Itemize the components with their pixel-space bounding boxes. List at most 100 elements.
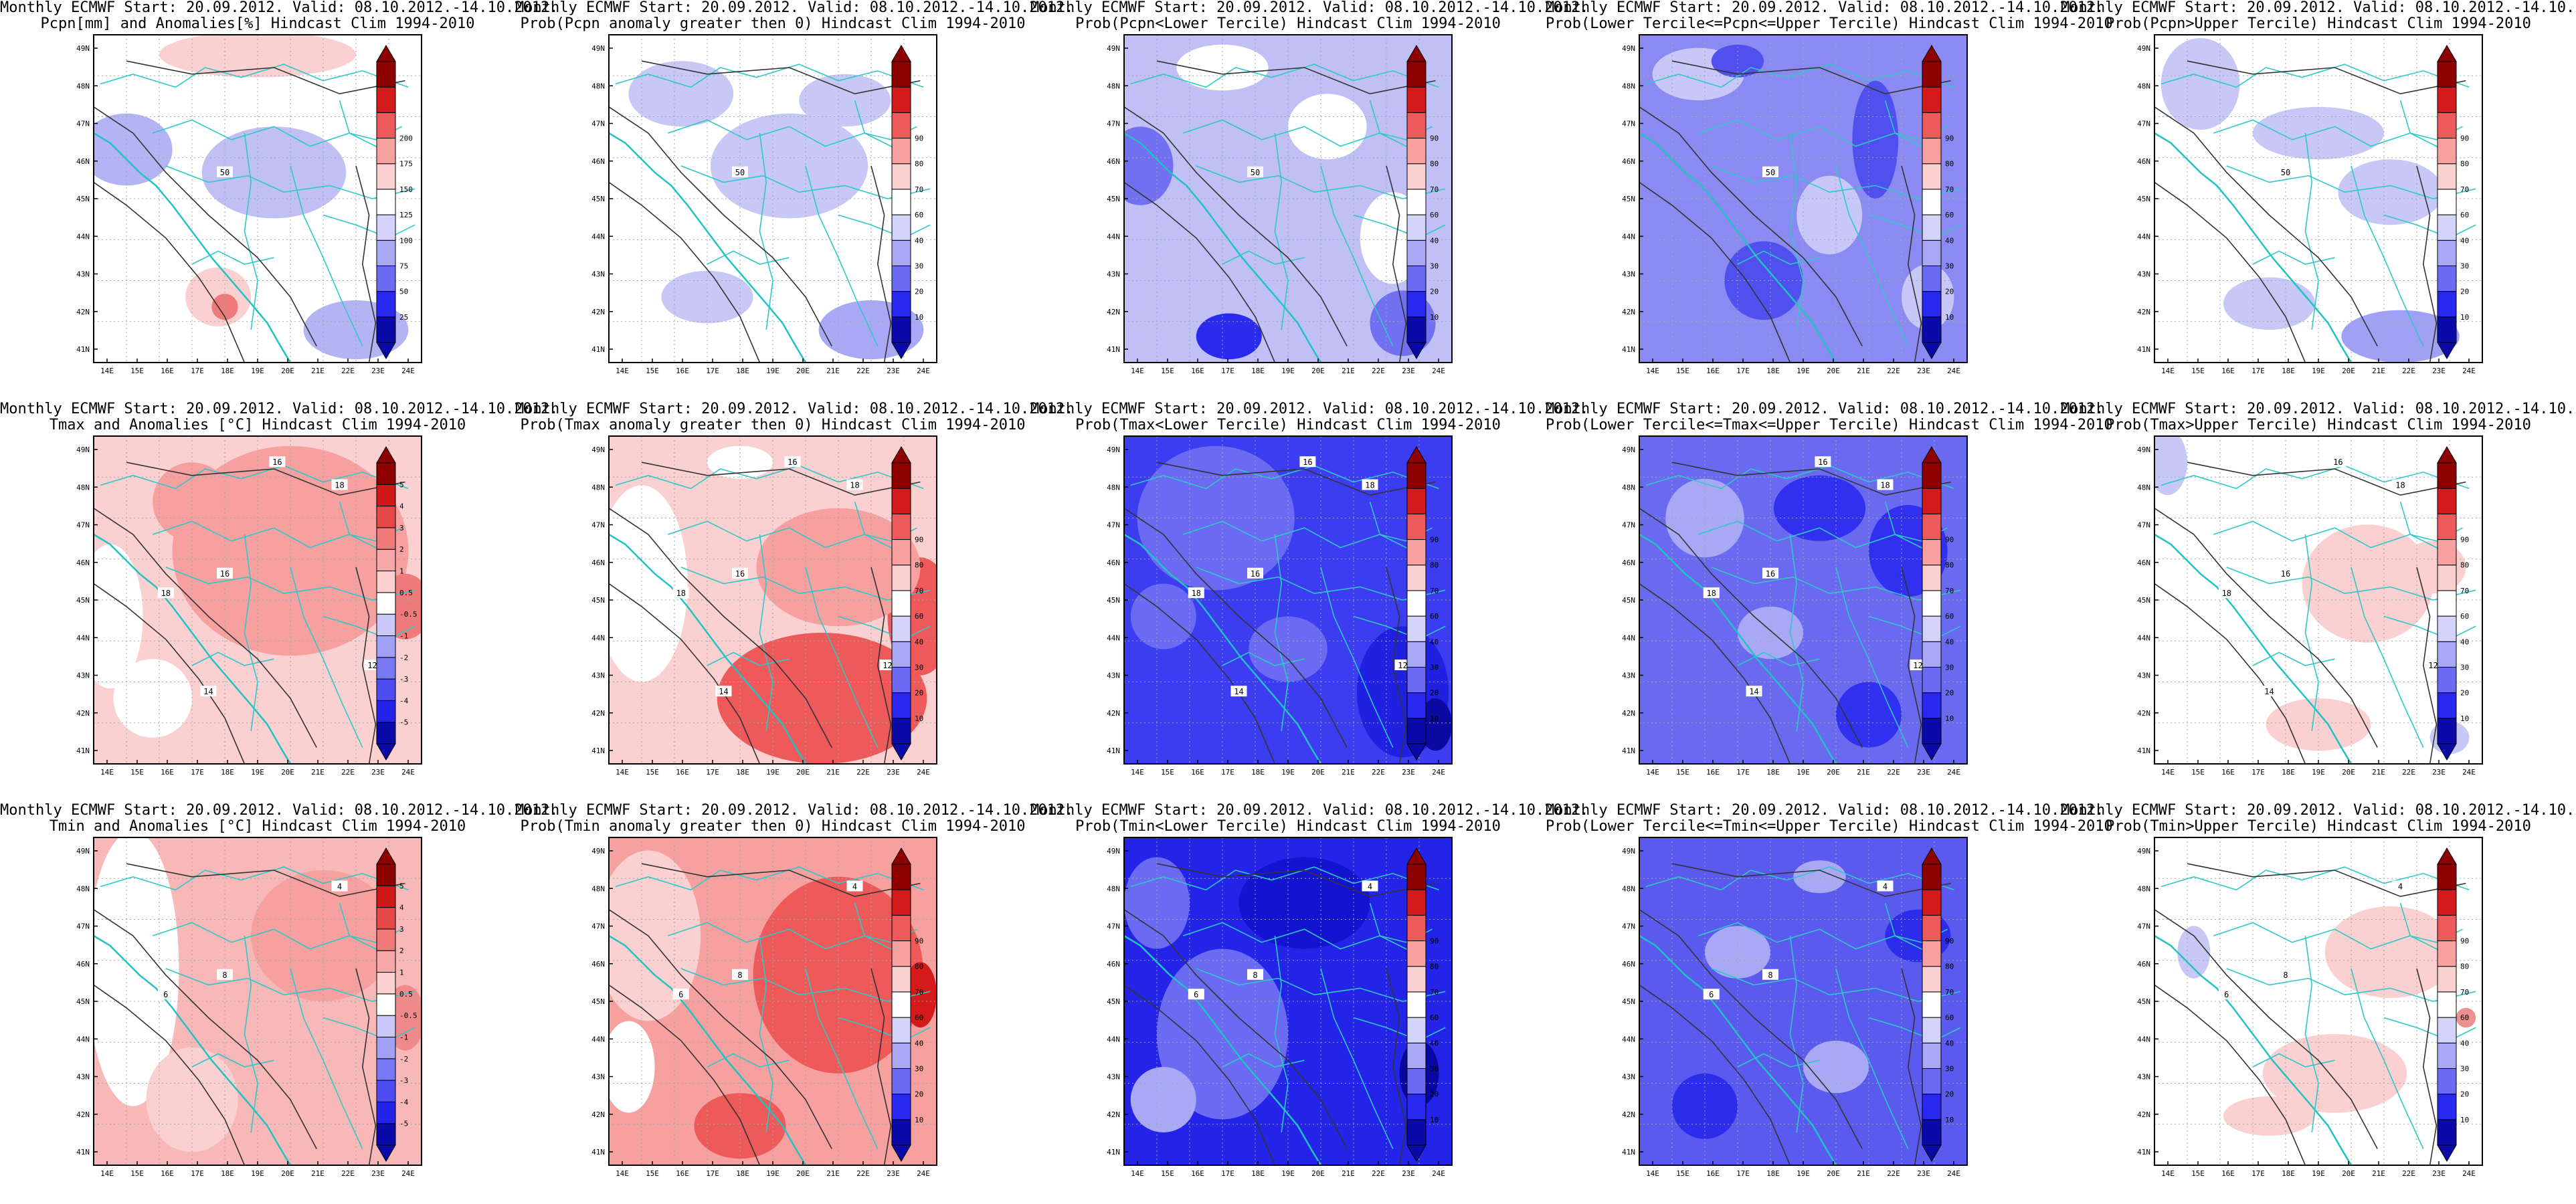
colorbar-label: 70 [915,185,923,194]
colorbar-label: -5 [399,1120,408,1128]
colorbar-segment [891,666,911,694]
map-panel: Monthly ECMWF Start: 20.09.2012. Valid: … [515,803,1073,1204]
map-figure: 50 41N 42N 43N 44N 45N 46N 47N 48N 49N 14E 15E 16E 17… [76,34,422,375]
colorbar-label: 2 [399,545,404,554]
country-border [191,651,274,666]
country-border [2252,1053,2335,1068]
panel-title-line2: Prob(Tmax>Upper Tercile) Hindcast Clim 1… [2106,417,2531,433]
contour-line [870,165,892,363]
contour-label: 12 [2428,661,2437,670]
contour-label-box [2218,989,2235,1000]
shaded-region [2223,277,2316,330]
colorbar-segment [1922,966,1942,993]
lat-tick-label: 45N [76,195,90,203]
lat-tick-label: 43N [2137,1073,2150,1082]
country-border [323,1017,416,1041]
panel-title-line1: Monthly ECMWF Start: 20.09.2012. Valid: … [2061,0,2576,16]
contour-label-box [1762,969,1778,980]
contour-label: 12 [1913,661,1922,670]
lat-tick-label: 47N [2137,922,2150,931]
lon-tick-label: 14E [1131,367,1144,375]
colorbar-segment [2437,1068,2457,1095]
lat-tick-label: 42N [76,709,90,718]
colorbar-extend-bottom [1406,743,1427,761]
contour-line [94,508,317,748]
lon-tick-label: 21E [2372,768,2385,777]
colorbar-segment [1922,163,1942,190]
colorbar-extend-bottom [891,342,911,359]
country-border [290,968,363,1149]
contour-line [609,508,832,748]
contour-label-box [1815,456,1831,468]
lon-tick-label: 21E [2372,1169,2385,1178]
lon-tick-label: 15E [130,367,144,375]
country-border [2383,214,2476,239]
lon-tick-label: 22E [2402,768,2415,777]
contour-line [1639,909,1863,1149]
map-figure: 50 41N 42N 43N 44N 45N 46N 47N 48N 49N 14E 15E 16E 17… [2137,34,2483,375]
panel-title-line2: Prob(Tmin>Upper Tercile) Hindcast Clim 1… [2106,818,2531,835]
lat-tick-label: 41N [591,345,605,354]
colorbar-label: 70 [1430,185,1439,194]
contour-label: 12 [367,661,377,670]
country-border [838,1017,931,1041]
lon-tick-label: 22E [1887,367,1900,375]
lon-tick-label: 23E [1402,367,1415,375]
contour-label-box [1362,880,1378,892]
contour-line [1124,984,1276,1165]
colorbar-label: 70 [1945,988,1954,997]
map-figure: 50 41N 42N 43N 44N 45N 46N 47N 48N 49N 14E 15E 16E 17… [1622,34,1968,375]
lon-tick-label: 23E [887,1169,900,1178]
colorbar-segment [376,265,396,292]
colorbar-label: 20 [1430,288,1439,296]
shaded-region [609,1021,655,1113]
colorbar-segment [2437,189,2457,215]
colorbar-label: 90 [1945,937,1954,946]
colorbar-segment [891,1068,911,1095]
lon-tick-label: 14E [1646,1169,1659,1178]
lon-tick-label: 14E [616,768,629,777]
lon-tick-label: 15E [2191,1169,2205,1178]
contour-label: 16 [1251,569,1260,579]
colorbar-label: 40 [1430,236,1439,245]
lon-tick-label: 16E [2221,768,2235,777]
colorbar-label: 30 [1945,663,1954,672]
colorbar-label: 60 [2460,211,2469,219]
colorbar-segment [1922,1119,1942,1146]
panel-title-line1: Monthly ECMWF Start: 20.09.2012. Valid: … [2061,802,2576,819]
shaded-region [707,445,773,479]
lat-tick-label: 45N [76,997,90,1006]
colorbar-segment [891,539,911,566]
map-panel: Monthly ECMWF Start: 20.09.2012. Valid: … [515,401,1073,803]
lon-tick-label: 21E [1857,1169,1870,1178]
country-border [1868,1017,1961,1041]
contour-label-box [2278,969,2294,980]
colorbar-segment [376,61,396,88]
lon-tick-label: 24E [917,1169,930,1178]
lon-tick-label: 17E [191,1169,204,1178]
lat-tick-label: 46N [1622,960,1635,969]
colorbar-extend-bottom [2437,1144,2457,1162]
country-border [244,534,258,732]
shaded-region [1672,1073,1738,1139]
lon-tick-label: 22E [1372,768,1385,777]
contour-line [94,583,246,764]
map-figure: 16 18 18 16 12 14 41N 42N 43N 44N 45N 46N 47N 48N 49N 1… [2137,435,2483,777]
colorbar-label: 30 [915,663,923,672]
lon-tick-label: 19E [251,1169,264,1178]
contour-line [2154,106,2378,346]
colorbar-segment [2437,1119,2457,1146]
country-border [2226,567,2476,601]
country-border [1868,615,1961,640]
colorbar-label: 30 [915,1064,923,1073]
map-figure: 8 6 4 41N 42N 43N 44N 45N 46N 47N 48N 49N 14E 15E 16E 1… [591,837,937,1178]
contour-label: 18 [1880,481,1890,490]
colorbar-segment [891,692,911,719]
country-border [1711,567,1961,601]
contour-label-box [1247,969,1263,980]
colorbar-segment [1922,1094,1942,1120]
colorbar-label: 5 [399,480,404,489]
lon-tick-label: 20E [1311,1169,1325,1178]
colorbar-segment [376,527,396,550]
colorbar-segment [1406,914,1427,942]
